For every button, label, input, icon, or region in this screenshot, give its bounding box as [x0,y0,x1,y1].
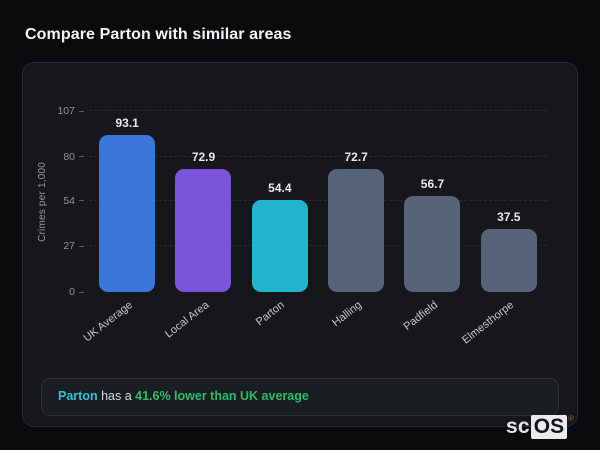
y-tick-mark [79,156,84,158]
logo-prefix: sc [505,415,530,438]
y-tick-label: 0 [69,286,75,298]
bar[interactable] [251,199,308,292]
bar[interactable] [480,228,537,292]
x-axis-label: Halling [329,299,364,330]
y-axis-tick: 80 [53,150,84,164]
bar[interactable] [404,196,461,292]
bar-column: 56.7 Padfield [394,111,470,333]
y-tick-label: 80 [63,150,75,163]
x-axis-label: Local Area [162,299,211,341]
y-tick-label: 27 [63,240,75,253]
note-highlight-text: 41.6% lower than UK average [135,389,309,403]
bar-value-label: 72.9 [191,149,216,164]
scos-logo: sc OS ® [506,415,574,439]
y-tick-label: 107 [57,105,75,117]
summary-note: Parton has a 41.6% lower than UK average [41,378,559,416]
y-tick-mark [79,245,84,247]
bars-container: 93.1 UK Average 72.9 Local Area 54.4 Parton 72… [81,111,547,346]
bar[interactable] [328,169,385,292]
y-axis-tick: 54 [53,194,84,208]
note-subject: Parton [58,389,98,403]
registered-trademark-icon: ® [568,414,574,423]
page-title: Compare Parton with similar areas [25,26,292,43]
y-axis-tick: 0 [53,285,84,299]
y-axis-title: Crimes per 1,000 [37,161,48,242]
bar-column: 72.7 Halling [318,111,394,329]
y-axis-tick: 27 [53,239,84,253]
bar-column: 54.4 Parton [242,111,318,328]
x-axis-label: Parton [254,299,288,329]
y-tick-mark [79,110,84,112]
bar-column: 93.1 UK Average [81,111,165,344]
bar-value-label: 72.7 [344,150,368,165]
y-axis-title-wrap: Crimes per 1,000 [37,111,48,292]
chart-card: Crimes per 1,000 0 27 54 80 107 93.1 UK Averag… [22,62,578,427]
y-tick-mark [79,291,84,293]
bar[interactable] [175,168,232,292]
bar-value-label: 37.5 [497,209,521,224]
bar-column: 72.9 Local Area [163,111,241,340]
note-middle-text: has a [97,389,136,403]
bar-value-label: 93.1 [115,115,139,130]
x-axis-label: UK Average [81,299,135,345]
bar-column: 37.5 Elmesthorpe [460,111,547,346]
x-axis-label: Padfield [401,299,440,333]
bar[interactable] [99,134,156,292]
bar-chart-plot: 0 27 54 80 107 93.1 UK Average 72.9 Local Area 54… [57,105,547,346]
logo-suffix: OS [530,415,568,439]
y-axis-tick: 107 [53,104,84,118]
bar-value-label: 56.7 [420,177,445,192]
y-tick-label: 54 [63,194,75,207]
bar-value-label: 54.4 [268,180,292,195]
y-tick-mark [79,200,84,202]
x-axis-label: Elmesthorpe [460,299,517,347]
